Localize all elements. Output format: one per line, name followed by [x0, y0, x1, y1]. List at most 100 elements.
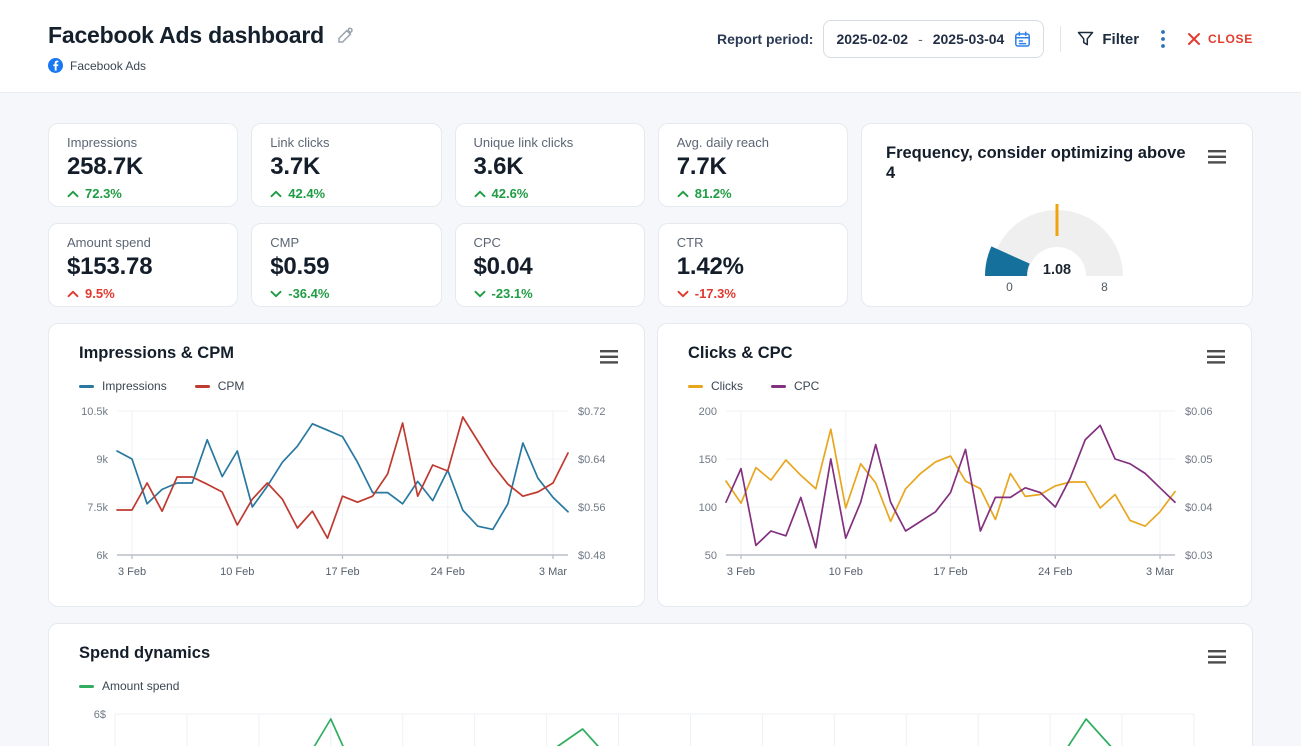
trend-arrow-icon: [67, 290, 79, 298]
gauge-title: Frequency, consider optimizing above 4: [886, 144, 1228, 184]
svg-text:7.5k: 7.5k: [87, 502, 108, 514]
kpi-card-link-clicks: Link clicks 3.7K 42.4%: [251, 123, 441, 207]
context-menu-icon[interactable]: [600, 350, 618, 364]
legend-dash: [79, 685, 94, 688]
legend-item[interactable]: CPM: [195, 379, 245, 393]
date-range-picker[interactable]: 2025-02-02 - 2025-03-04: [823, 20, 1044, 58]
svg-text:150: 150: [699, 454, 717, 466]
svg-text:$0.04: $0.04: [1185, 502, 1213, 514]
impressions-cpm-chart: 10.5k$0.729k$0.647.5k$0.566k$0.483 Feb10…: [79, 401, 614, 581]
kpi-change: 42.6%: [474, 186, 626, 201]
svg-text:9k: 9k: [96, 454, 108, 466]
kpi-label: Avg. daily reach: [677, 135, 829, 150]
kpi-label: CMP: [270, 235, 422, 250]
chart-legend: Amount spend: [79, 679, 1222, 693]
legend-label: CPC: [794, 379, 819, 393]
kpi-change: 9.5%: [67, 286, 219, 301]
kpi-change: -36.4%: [270, 286, 422, 301]
kpi-card-avg-daily-reach: Avg. daily reach 7.7K 81.2%: [658, 123, 848, 207]
clicks-cpc-chart-card: Clicks & CPC ClicksCPC 200$0.06150$0.051…: [657, 323, 1252, 607]
filter-funnel-icon: [1077, 31, 1094, 47]
kpi-value: 258.7K: [67, 153, 219, 181]
impressions-cpm-chart-card: Impressions & CPM Impressions CPM 10.5k $0…: [48, 323, 645, 607]
calendar-icon[interactable]: [1014, 31, 1031, 48]
trend-arrow-icon: [270, 290, 282, 298]
kpi-label: Link clicks: [270, 135, 422, 150]
svg-text:$0.05: $0.05: [1185, 454, 1213, 466]
svg-text:17 Feb: 17 Feb: [933, 566, 967, 578]
kpi-change: 81.2%: [677, 186, 829, 201]
date-from[interactable]: 2025-02-02: [836, 31, 908, 47]
legend-item[interactable]: Amount spend: [79, 679, 179, 693]
filter-button[interactable]: Filter: [1077, 31, 1139, 48]
kpi-card-amount-spend: Amount spend $153.78 9.5%: [48, 223, 238, 307]
svg-text:50: 50: [705, 550, 717, 562]
trend-arrow-icon: [67, 190, 79, 198]
charts-row: Impressions & CPM Impressions CPM 10.5k $0…: [48, 323, 1253, 607]
kpi-card-unique-link-clicks: Unique link clicks 3.6K 42.6%: [455, 123, 645, 207]
edit-pencil-icon[interactable]: [336, 27, 354, 45]
svg-text:3 Mar: 3 Mar: [1146, 566, 1174, 578]
context-menu-icon[interactable]: [1207, 350, 1225, 364]
svg-text:6k: 6k: [96, 550, 108, 562]
kpi-value: $0.59: [270, 253, 422, 281]
chart-legend: Impressions CPM: [79, 379, 614, 393]
kpi-value: $0.04: [474, 253, 626, 281]
svg-text:24 Feb: 24 Feb: [431, 566, 465, 578]
spend-dynamics-chart: 6$: [79, 701, 1222, 746]
legend-dash: [688, 385, 703, 388]
legend-item[interactable]: CPC: [771, 379, 819, 393]
header: Facebook Ads dashboard Facebook Ads Repo…: [0, 0, 1301, 93]
kpi-label: CPC: [474, 235, 626, 250]
kebab-menu-icon[interactable]: [1161, 30, 1165, 48]
legend-label: CPM: [218, 379, 245, 393]
svg-text:3 Feb: 3 Feb: [118, 566, 146, 578]
close-button[interactable]: CLOSE: [1187, 32, 1253, 46]
legend-label: Clicks: [711, 379, 743, 393]
svg-text:$0.48: $0.48: [578, 550, 606, 562]
svg-text:17 Feb: 17 Feb: [325, 566, 359, 578]
page-title: Facebook Ads dashboard: [48, 22, 324, 49]
kpi-card-impressions: Impressions 258.7K 72.3%: [48, 123, 238, 207]
legend-item[interactable]: Impressions: [79, 379, 167, 393]
close-x-icon: [1187, 32, 1201, 46]
svg-text:0: 0: [1006, 280, 1013, 294]
kpi-label: Amount spend: [67, 235, 219, 250]
context-menu-icon[interactable]: [1208, 650, 1226, 664]
chart-title: Impressions & CPM: [79, 344, 614, 363]
trend-arrow-icon: [474, 290, 486, 298]
kpi-grid: Impressions 258.7K 72.3% Link clicks 3.7…: [48, 123, 1253, 307]
kpi-change: 72.3%: [67, 186, 219, 201]
trend-arrow-icon: [474, 190, 486, 198]
header-divider: [1060, 26, 1061, 52]
context-menu-icon[interactable]: [1208, 150, 1226, 164]
svg-text:10.5k: 10.5k: [81, 406, 108, 418]
trend-arrow-icon: [677, 290, 689, 298]
legend-label: Amount spend: [102, 679, 179, 693]
kpi-value: 1.42%: [677, 253, 829, 281]
legend-item[interactable]: Clicks: [688, 379, 743, 393]
report-period-label: Report period:: [717, 31, 813, 47]
frequency-gauge-svg: 1.0808: [907, 198, 1207, 296]
kpi-change: -23.1%: [474, 286, 626, 301]
kpi-value: 7.7K: [677, 153, 829, 181]
trend-arrow-icon: [270, 190, 282, 198]
svg-text:$0.72: $0.72: [578, 406, 606, 418]
kpi-label: Impressions: [67, 135, 219, 150]
svg-text:$0.64: $0.64: [578, 454, 606, 466]
facebook-logo-icon: [48, 58, 63, 73]
date-to[interactable]: 2025-03-04: [933, 31, 1005, 47]
svg-text:6$: 6$: [94, 709, 106, 721]
svg-text:10 Feb: 10 Feb: [220, 566, 254, 578]
kpi-label: Unique link clicks: [474, 135, 626, 150]
svg-text:1.08: 1.08: [1043, 262, 1071, 278]
svg-text:$0.03: $0.03: [1185, 550, 1213, 562]
kpi-card-ctr: CTR 1.42% -17.3%: [658, 223, 848, 307]
legend-dash: [771, 385, 786, 388]
date-separator: -: [918, 31, 923, 47]
legend-label: Impressions: [102, 379, 167, 393]
chart-title: Spend dynamics: [79, 644, 1222, 663]
kpi-value: 3.7K: [270, 153, 422, 181]
chart-legend: Clicks CPC: [688, 379, 1221, 393]
kpi-card-cmp: CMP $0.59 -36.4%: [251, 223, 441, 307]
